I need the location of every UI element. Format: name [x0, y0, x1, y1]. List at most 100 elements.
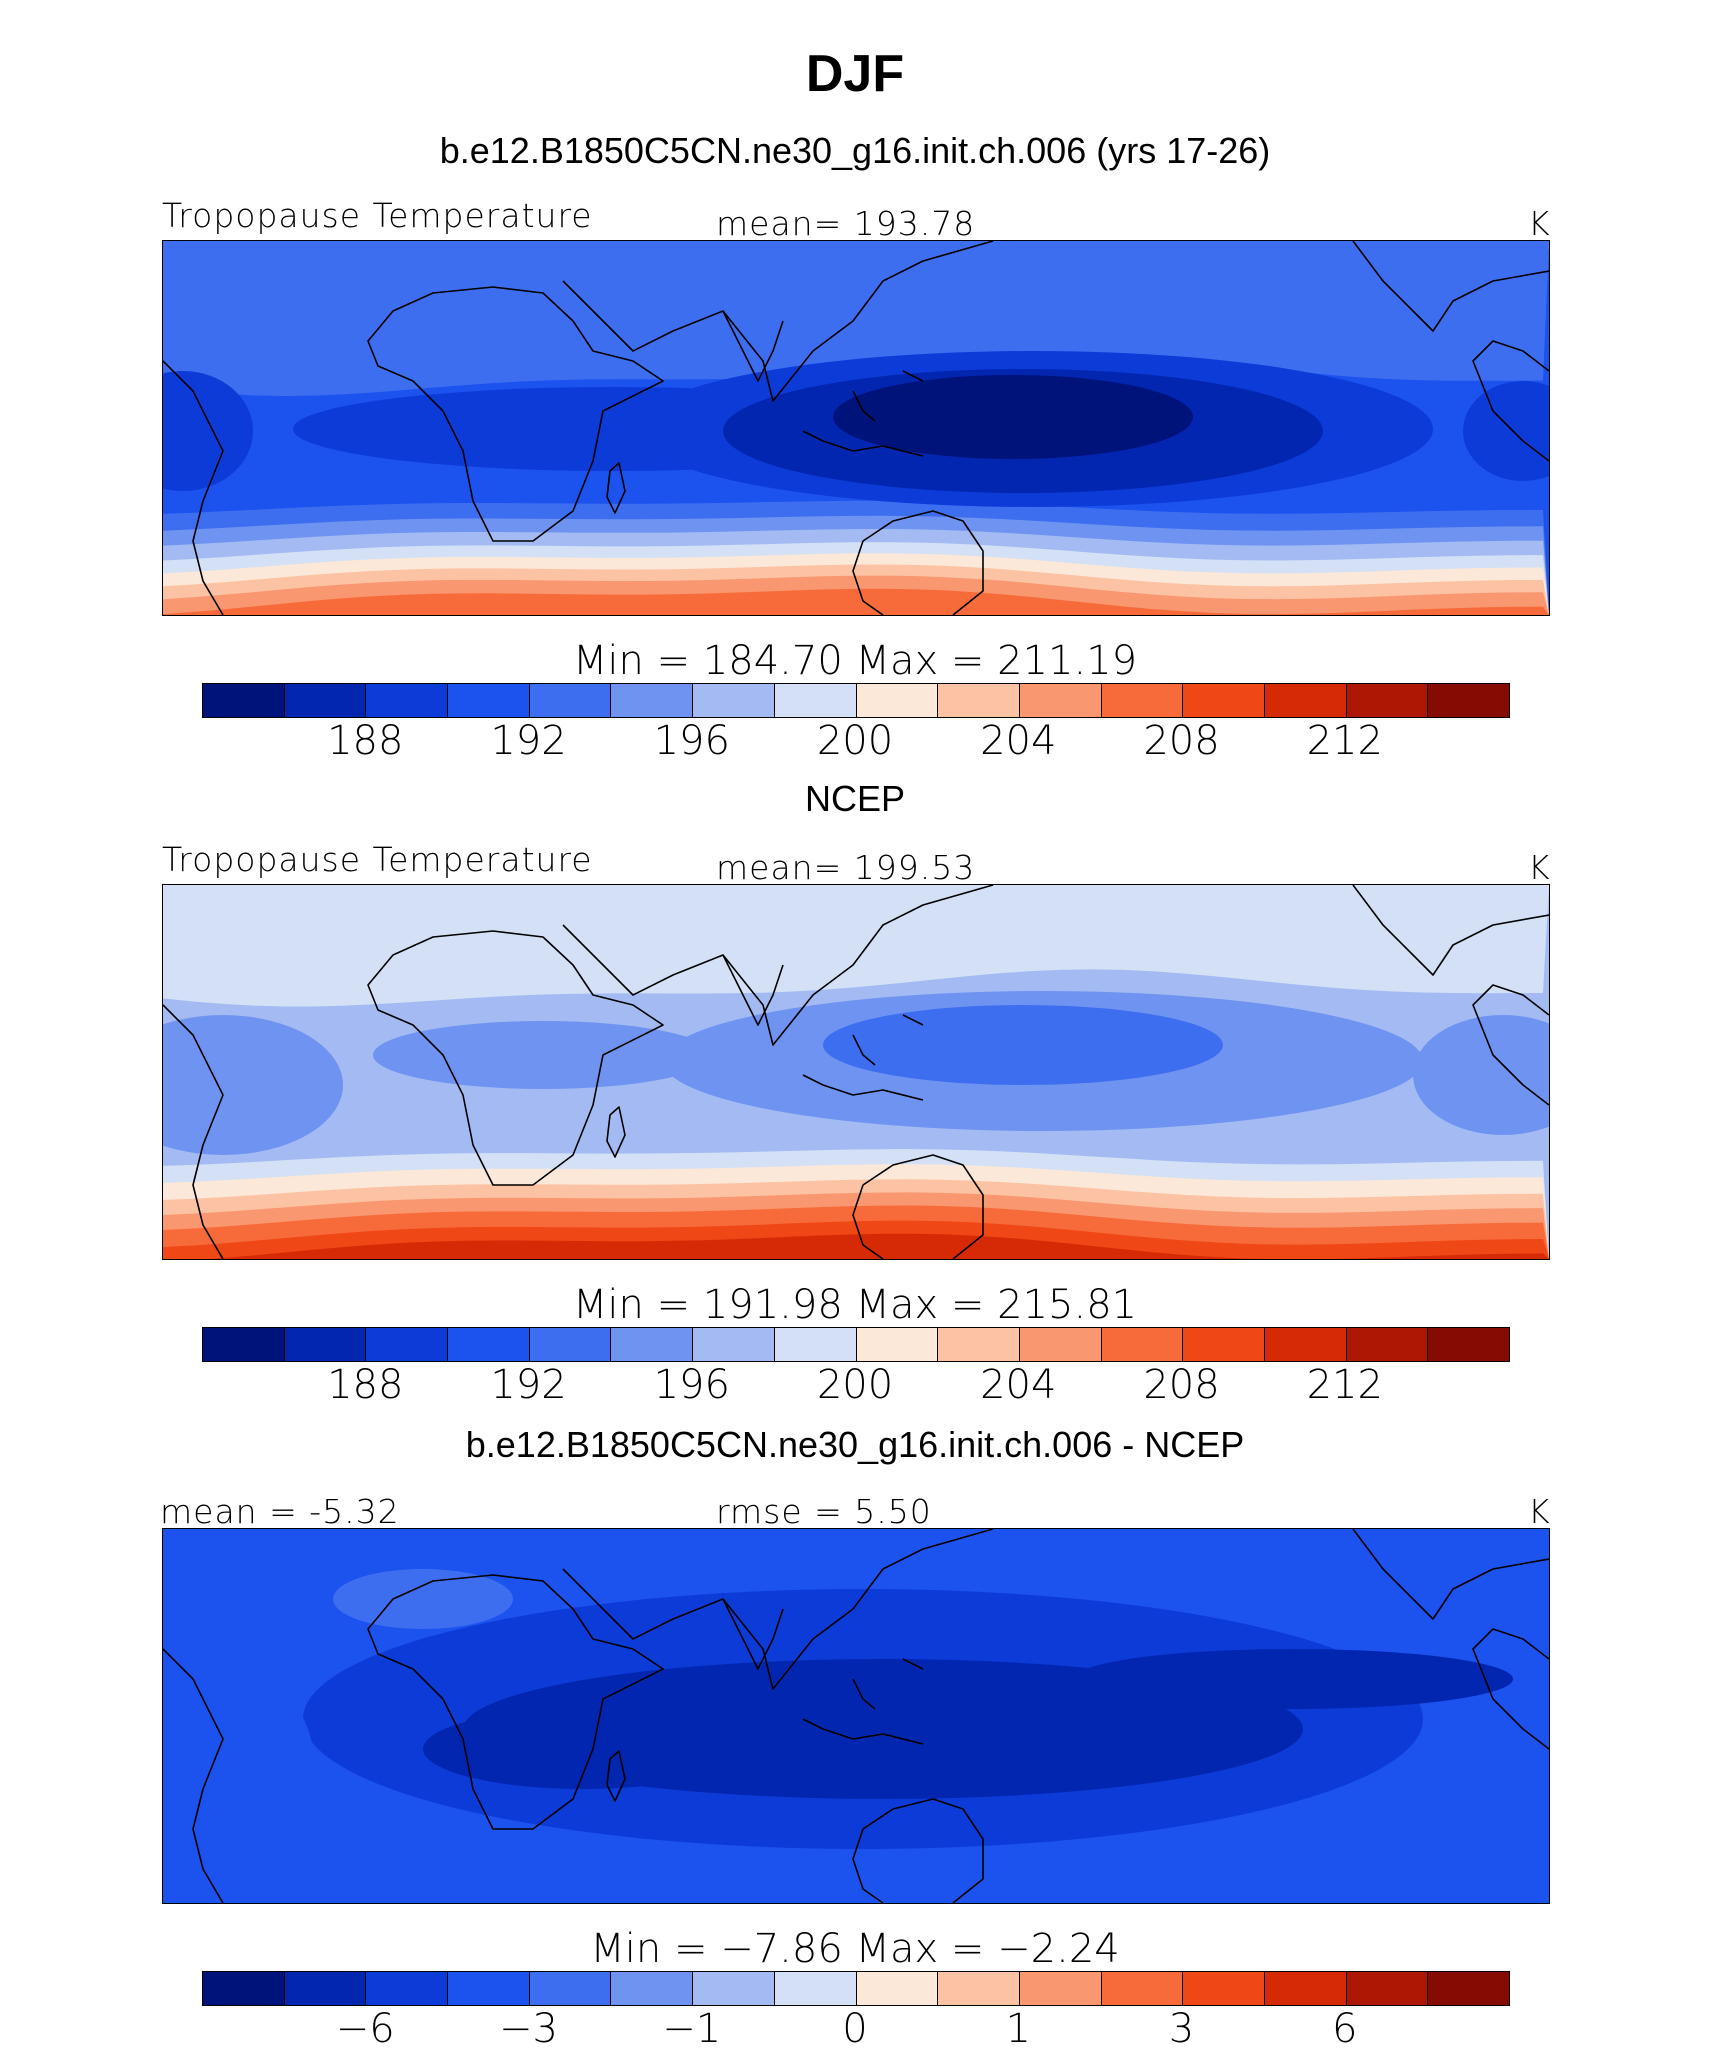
figure-title: DJF	[805, 45, 905, 103]
colorbar-tick-label: 200	[816, 1362, 894, 1408]
colorbar-swatch	[856, 1972, 939, 2005]
panel-obs-map-svg	[163, 885, 1549, 1259]
colorbar-tick-label: 192	[490, 718, 567, 764]
coastline-se-asia	[802, 370, 924, 457]
panel-diff-map-svg	[163, 1529, 1549, 1903]
panel-model-colorbar	[202, 683, 1510, 718]
cold-core-pacific	[833, 375, 1193, 459]
panel-obs-map	[162, 884, 1550, 1260]
colorbar-swatch	[203, 1972, 285, 2005]
coastline-africa	[367, 286, 664, 542]
colorbar-tick-label: 204	[980, 718, 1057, 764]
cool-region-south-america	[163, 1015, 343, 1155]
cold-region-west	[163, 371, 253, 491]
panel-diff-rmse-label: rmse = 5.50	[716, 1492, 932, 1531]
panel-diff-mean-label: mean = -5.32	[160, 1492, 400, 1531]
diff-warm-patch	[333, 1569, 513, 1629]
colorbar-swatch	[1346, 1328, 1429, 1361]
colorbar-tick-label: 192	[490, 1362, 567, 1408]
colorbar-swatch	[856, 1328, 939, 1361]
coastline-australia	[852, 1798, 984, 1903]
colorbar-swatch	[448, 684, 530, 717]
colorbar-tick-label: 188	[327, 1362, 404, 1408]
coastline-south-america	[1472, 1628, 1549, 1750]
colorbar-swatch	[693, 1328, 775, 1361]
colorbar-swatch	[284, 1972, 367, 2005]
panel-model-minmax: Min = 184.70 Max = 211.19	[572, 638, 1138, 684]
colorbar-swatch	[938, 684, 1020, 717]
cool-region-east	[1413, 1015, 1549, 1135]
diff-region-west	[173, 1679, 313, 1839]
diff-region-east	[1433, 1709, 1549, 1849]
diff-core-pacific	[1073, 1649, 1513, 1709]
panel-diff-map	[162, 1528, 1550, 1904]
panel-obs-colorbar	[202, 1327, 1510, 1362]
colorbar-tick-label: 3	[1168, 2006, 1195, 2052]
coastline-madagascar	[606, 1106, 626, 1158]
coastline-north-america	[1352, 241, 1549, 332]
colorbar-swatch	[774, 684, 857, 717]
colorbar-swatch	[1101, 1972, 1184, 2005]
contour-band-south	[163, 1233, 1549, 1259]
colorbar-swatch	[1183, 1972, 1265, 2005]
panel-model-map-svg	[163, 241, 1549, 615]
panel-obs-variable-label: Tropopause Temperature	[162, 840, 593, 879]
coastline-australia	[852, 510, 984, 615]
colorbar-swatch	[1264, 684, 1347, 717]
panel-diff-minmax: Min = −7.86 Max = −2.24	[590, 1926, 1120, 1972]
cool-region-africa	[373, 1021, 713, 1089]
panel-obs-units-label: K	[1528, 848, 1551, 887]
colorbar-swatch	[774, 1328, 857, 1361]
coastline-australia	[852, 1154, 984, 1259]
colorbar-swatch	[856, 684, 939, 717]
contour-band-north	[163, 885, 1549, 1007]
panel-obs-mean-label: mean= 199.53	[716, 848, 976, 887]
colorbar-swatch	[203, 684, 285, 717]
colorbar-swatch	[529, 684, 612, 717]
coastline-madagascar	[606, 462, 626, 514]
colorbar-swatch	[938, 1972, 1020, 2005]
colorbar-tick-label: 208	[1143, 718, 1220, 764]
colorbar-swatch	[1428, 1972, 1509, 2005]
colorbar-swatch	[693, 684, 775, 717]
colorbar-swatch	[284, 684, 367, 717]
colorbar-swatch	[1019, 1972, 1102, 2005]
colorbar-swatch	[1183, 1328, 1265, 1361]
panel-model-variable-label: Tropopause Temperature	[162, 196, 593, 235]
colorbar-swatch	[938, 1328, 1020, 1361]
panel-diff-title: b.e12.B1850C5CN.ne30_g16.init.ch.006 - N…	[465, 1424, 1245, 1465]
colorbar-swatch	[448, 1972, 530, 2005]
coastline-asia	[562, 885, 994, 1046]
coastline-se-asia	[802, 1658, 924, 1745]
colorbar-swatch	[1428, 1328, 1509, 1361]
coastline-india	[722, 310, 784, 382]
colorbar-swatch	[611, 1328, 694, 1361]
panel-diff-colorbar	[202, 1971, 1510, 2006]
coastline-brazil	[163, 360, 224, 615]
colorbar-swatch	[366, 684, 449, 717]
colorbar-swatch	[448, 1328, 530, 1361]
colorbar-tick-label: 196	[653, 1362, 730, 1408]
contour-band-south	[163, 588, 1549, 615]
colorbar-swatch	[774, 1972, 857, 2005]
colorbar-tick-label: −1	[662, 2006, 722, 2052]
colorbar-tick-label: 200	[816, 718, 894, 764]
colorbar-swatch	[1101, 684, 1184, 717]
colorbar-tick-label: −3	[499, 2006, 558, 2052]
coastline-se-asia	[802, 1014, 924, 1101]
colorbar-swatch	[529, 1972, 612, 2005]
colorbar-tick-label: 212	[1306, 718, 1383, 764]
panel-diff-units-label: K	[1528, 1492, 1551, 1531]
colorbar-swatch	[1428, 684, 1509, 717]
colorbar-swatch	[1346, 684, 1429, 717]
colorbar-swatch	[366, 1328, 449, 1361]
colorbar-swatch	[1019, 1328, 1102, 1361]
coastline-asia	[562, 241, 994, 402]
coastline-south-america	[1472, 340, 1549, 462]
panel-model-map	[162, 240, 1550, 616]
colorbar-swatch	[1019, 684, 1102, 717]
colorbar-swatch	[611, 1972, 694, 2005]
colorbar-swatch	[529, 1328, 612, 1361]
colorbar-tick-label: 208	[1143, 1362, 1220, 1408]
coastline-madagascar	[606, 1750, 626, 1802]
